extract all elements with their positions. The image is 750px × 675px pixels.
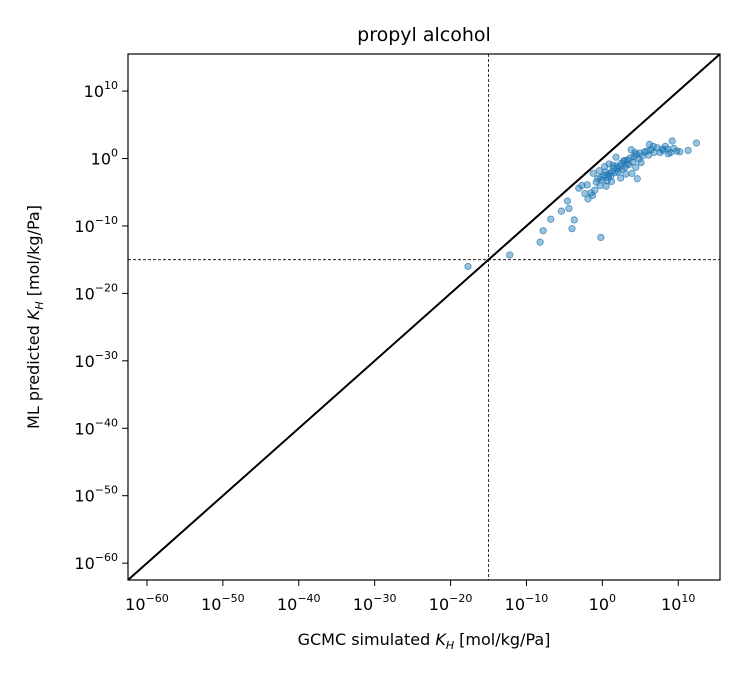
data-point: [588, 192, 597, 200]
data-point: [684, 146, 692, 155]
data-point: [625, 160, 633, 169]
x-axis-ticks: 10−60 10−50 10−40 10−30 10−20 10−10 100 1010: [125, 580, 695, 614]
x-tick-label: 10−20: [429, 592, 473, 614]
data-point: [649, 142, 657, 150]
x-tick-label: 10−60: [125, 592, 169, 614]
y-tick-label: 10−50: [74, 484, 118, 506]
data-point: [620, 156, 628, 165]
y-tick-label: 100: [91, 147, 118, 169]
x-tick-label: 10−40: [277, 592, 321, 614]
y-axis-label-symbol: K: [24, 308, 43, 320]
data-point: [629, 158, 637, 166]
y-tick-label: 10−60: [74, 551, 118, 573]
data-point: [627, 146, 635, 154]
data-point: [539, 227, 547, 235]
data-point: [589, 169, 597, 177]
x-tick-label: 10−10: [505, 592, 549, 614]
y-axis-label-subscript: H: [33, 301, 46, 309]
x-axis-label-prefix: GCMC simulated: [298, 630, 436, 649]
data-point: [633, 175, 641, 183]
plot-frame: [127, 53, 721, 581]
data-point: [626, 154, 635, 162]
data-point: [570, 216, 578, 224]
data-point: [628, 169, 636, 177]
data-point: [632, 163, 640, 171]
data-point: [506, 251, 514, 259]
data-point: [597, 233, 605, 242]
data-point: [658, 145, 666, 153]
y-axis-label-prefix: ML predicted: [24, 320, 43, 429]
data-point: [609, 161, 617, 169]
data-point: [637, 158, 645, 167]
y-tick-label: 1010: [84, 79, 118, 101]
data-point: [575, 184, 583, 192]
data-point: [607, 177, 616, 186]
y-tick-label: 10−30: [74, 349, 118, 371]
data-point: [643, 147, 651, 155]
y-axis-label-unit: [mol/kg/Pa]: [24, 205, 43, 301]
identity-line: [128, 54, 720, 580]
data-point: [563, 197, 572, 205]
y-axis-label: ML predicted KH [mol/kg/Pa]: [24, 205, 46, 429]
y-tick-label: 10−20: [74, 281, 118, 303]
x-axis-label-unit: [mol/kg/Pa]: [454, 630, 550, 649]
data-point: [612, 153, 620, 161]
data-point: [664, 150, 672, 158]
data-point: [557, 207, 565, 215]
chart-title: propyl alcohol: [357, 24, 491, 46]
data-point: [547, 215, 555, 223]
data-point: [692, 139, 701, 147]
data-point: [616, 174, 625, 182]
x-tick-label: 10−30: [353, 592, 397, 614]
data-point: [676, 148, 684, 156]
x-tick-label: 10−50: [201, 592, 245, 614]
x-axis-label-symbol: K: [435, 630, 447, 649]
y-tick-label: 10−40: [74, 416, 118, 438]
y-tick-label: 10−10: [74, 214, 118, 236]
x-tick-label: 1010: [661, 592, 695, 614]
data-point: [568, 225, 576, 233]
data-point: [604, 171, 612, 179]
data-point: [601, 163, 609, 171]
data-point: [645, 140, 654, 148]
x-axis-label-subscript: H: [446, 639, 454, 652]
data-point: [631, 148, 639, 157]
data-point: [668, 137, 676, 145]
data-point: [464, 262, 472, 271]
data-point: [536, 238, 544, 246]
data-point: [595, 167, 603, 175]
x-axis-label: GCMC simulated KH [mol/kg/Pa]: [298, 630, 551, 652]
x-tick-label: 100: [589, 592, 616, 614]
plot-area: [128, 54, 720, 580]
data-point: [565, 204, 573, 213]
y-axis-ticks: 10−60 10−50 10−40 10−30 10−20 10−10 100 1010: [74, 79, 128, 573]
data-point: [583, 181, 591, 189]
data-point: [602, 182, 610, 190]
